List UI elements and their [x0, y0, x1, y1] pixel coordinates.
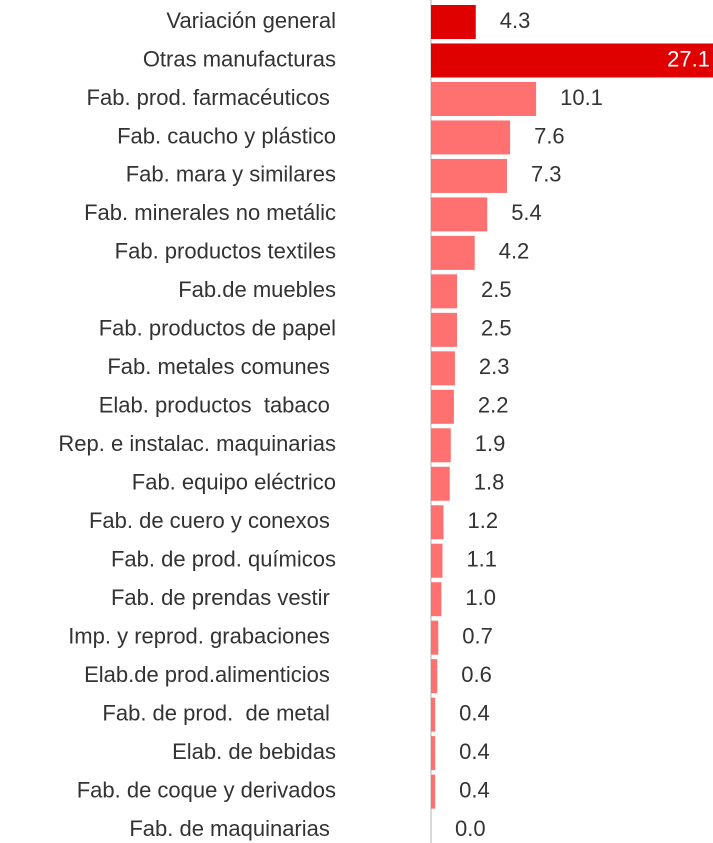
- bar: [431, 158, 507, 193]
- bar: [431, 81, 537, 116]
- value-label: 7.3: [531, 162, 562, 187]
- value-label: 0.6: [461, 662, 492, 687]
- bar: [431, 659, 438, 694]
- category-label: Imp. y reprod. grabaciones: [68, 623, 336, 648]
- category-label: Elab. de bebidas: [172, 739, 336, 764]
- category-label: Fab. mara y similares: [126, 162, 336, 187]
- bar: [431, 505, 444, 540]
- value-label: 0.4: [459, 777, 490, 802]
- category-label: Fab. productos de papel: [99, 316, 336, 341]
- category-label: Rep. e instalac. maquinarias: [58, 431, 336, 456]
- category-label: Fab. minerales no metálic: [84, 200, 336, 225]
- category-label: Fab. equipo eléctrico: [132, 470, 336, 495]
- category-label: Fab. de prendas vestir: [111, 585, 336, 610]
- bar: [431, 274, 458, 309]
- category-label: Fab.de muebles: [178, 277, 336, 302]
- bar: [431, 736, 436, 771]
- value-label: 1.2: [467, 508, 498, 533]
- category-label: Elab. productos tabaco: [99, 393, 336, 418]
- value-label: 27.1: [667, 46, 710, 71]
- bar: [431, 428, 451, 463]
- value-label: 10.1: [560, 85, 603, 110]
- bar: [431, 620, 439, 655]
- bar: [431, 235, 475, 270]
- value-label: 1.9: [475, 431, 506, 456]
- value-label: 0.7: [462, 623, 493, 648]
- bar: [431, 351, 455, 386]
- value-label: 1.0: [465, 585, 496, 610]
- category-label: Fab. prod. farmacéuticos: [87, 85, 336, 110]
- bar: [431, 197, 488, 232]
- category-label: Fab. productos textiles: [115, 239, 336, 264]
- bar: [431, 5, 476, 39]
- category-label: Fab. de coque y derivados: [77, 777, 336, 802]
- bar: [431, 43, 713, 78]
- bar: [431, 389, 454, 424]
- category-label: Fab. de prod. de metal: [102, 700, 336, 725]
- category-label: Otras manufacturas: [143, 46, 336, 71]
- value-label: 0.4: [459, 700, 490, 725]
- value-label: 4.2: [499, 239, 530, 264]
- bar: [431, 466, 450, 501]
- value-label: 2.3: [479, 354, 510, 379]
- bar: [431, 774, 436, 809]
- value-label: 1.1: [466, 547, 497, 572]
- category-label: Fab. de prod. químicos: [111, 547, 336, 572]
- value-label: 4.3: [500, 8, 531, 33]
- bar: [431, 312, 458, 347]
- bar: [431, 697, 436, 732]
- category-label: Elab.de prod.alimenticios: [84, 662, 336, 687]
- bar: [431, 582, 442, 617]
- value-label: 0.4: [459, 739, 490, 764]
- category-label: Fab. caucho y plástico: [117, 123, 336, 148]
- category-label: Fab. de maquinarias: [129, 816, 336, 841]
- bar: [431, 543, 443, 578]
- value-label: 7.6: [534, 123, 565, 148]
- category-label: Fab. metales comunes: [107, 354, 336, 379]
- value-label: 2.2: [478, 393, 509, 418]
- value-label: 0.0: [455, 816, 486, 841]
- category-label: Variación general: [166, 8, 336, 33]
- value-label: 1.8: [474, 470, 505, 495]
- bar: [431, 120, 511, 155]
- value-label: 2.5: [481, 277, 512, 302]
- value-label: 5.4: [511, 200, 542, 225]
- category-label: Fab. de cuero y conexos: [89, 508, 336, 533]
- value-label: 2.5: [481, 316, 512, 341]
